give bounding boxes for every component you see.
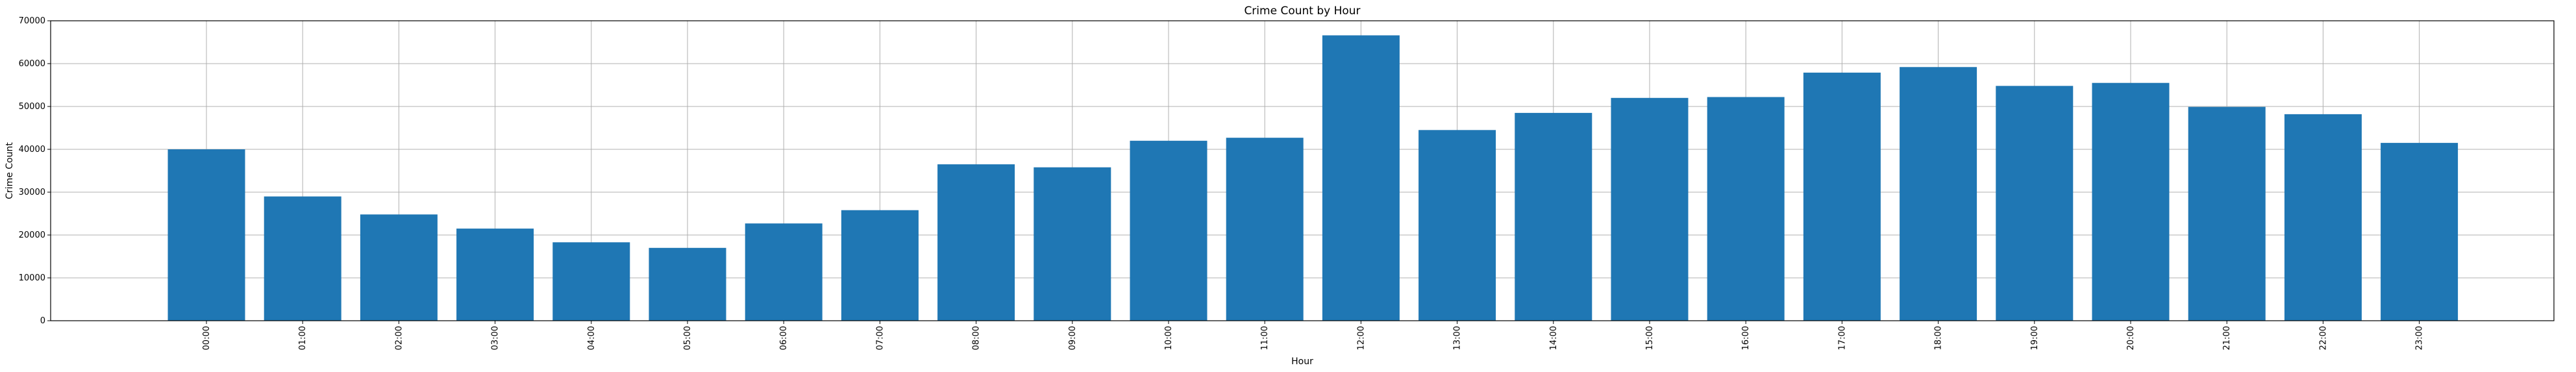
bar bbox=[552, 242, 630, 321]
bar bbox=[841, 210, 919, 321]
x-tick-label: 16:00 bbox=[1741, 326, 1751, 350]
x-tick-label: 09:00 bbox=[1068, 326, 1078, 350]
bar bbox=[456, 229, 534, 321]
x-tick-label: 00:00 bbox=[202, 326, 212, 350]
y-tick-label: 40000 bbox=[19, 145, 45, 155]
bar bbox=[649, 247, 726, 321]
bar bbox=[1322, 35, 1400, 321]
x-tick-label: 14:00 bbox=[1549, 326, 1559, 350]
x-tick-label: 18:00 bbox=[1934, 326, 1944, 350]
y-tick-label: 60000 bbox=[19, 59, 45, 69]
x-tick-label: 15:00 bbox=[1645, 326, 1655, 350]
bar bbox=[2284, 114, 2362, 321]
chart-title: Crime Count by Hour bbox=[1244, 5, 1360, 18]
y-tick-label: 10000 bbox=[19, 273, 45, 283]
x-tick-label: 08:00 bbox=[972, 326, 982, 350]
x-tick-label: 04:00 bbox=[587, 326, 597, 350]
bar bbox=[1707, 97, 1785, 321]
bar bbox=[1418, 130, 1496, 321]
x-tick-label: 07:00 bbox=[875, 326, 885, 350]
x-tick-label: 11:00 bbox=[1260, 326, 1270, 350]
x-tick-label: 02:00 bbox=[394, 326, 404, 350]
bar bbox=[264, 196, 341, 321]
bar bbox=[1515, 112, 1592, 321]
x-tick-label: 06:00 bbox=[779, 326, 789, 350]
bar bbox=[2381, 143, 2458, 321]
bar bbox=[2188, 106, 2266, 321]
bar bbox=[1996, 86, 2074, 321]
y-tick-label: 50000 bbox=[19, 102, 45, 112]
x-tick-label: 20:00 bbox=[2126, 326, 2136, 350]
x-tick-label: 17:00 bbox=[1837, 326, 1847, 350]
bar bbox=[937, 164, 1015, 321]
x-tick-label: 10:00 bbox=[1164, 326, 1174, 350]
x-tick-label: 05:00 bbox=[683, 326, 693, 350]
bar bbox=[1226, 138, 1304, 321]
bar bbox=[1803, 72, 1881, 321]
x-tick-label: 12:00 bbox=[1356, 326, 1366, 350]
x-tick-label: 13:00 bbox=[1453, 326, 1463, 350]
bar bbox=[1611, 97, 1689, 321]
y-tick-label: 70000 bbox=[19, 16, 45, 26]
plot-frame bbox=[50, 20, 2555, 321]
x-axis-label: Hour bbox=[1291, 356, 1313, 367]
bar bbox=[1034, 167, 1111, 321]
x-axis: 00:00 01:00 02:00 03:00 04:00 05:00 06:00 07:00… bbox=[202, 321, 2425, 350]
bar bbox=[1130, 140, 1208, 321]
y-axis: 0 10000 20000 30000 40000 50000 60000 70000 bbox=[19, 16, 51, 326]
x-tick-label: 23:00 bbox=[2415, 326, 2425, 350]
bar bbox=[1900, 67, 1977, 321]
x-tick-label: 22:00 bbox=[2318, 326, 2328, 350]
bars bbox=[167, 35, 2458, 321]
y-axis-label: Crime Count bbox=[5, 142, 15, 199]
y-tick-label: 30000 bbox=[19, 188, 45, 197]
x-tick-label: 01:00 bbox=[298, 326, 308, 350]
bar bbox=[360, 214, 438, 321]
x-tick-label: 19:00 bbox=[2030, 326, 2040, 350]
x-tick-label: 03:00 bbox=[491, 326, 501, 350]
bar bbox=[745, 223, 823, 321]
y-tick-label: 20000 bbox=[19, 230, 45, 240]
x-tick-label: 21:00 bbox=[2222, 326, 2232, 350]
y-tick-label: 0 bbox=[40, 316, 45, 326]
bar bbox=[2092, 82, 2170, 321]
bar bbox=[167, 149, 245, 321]
